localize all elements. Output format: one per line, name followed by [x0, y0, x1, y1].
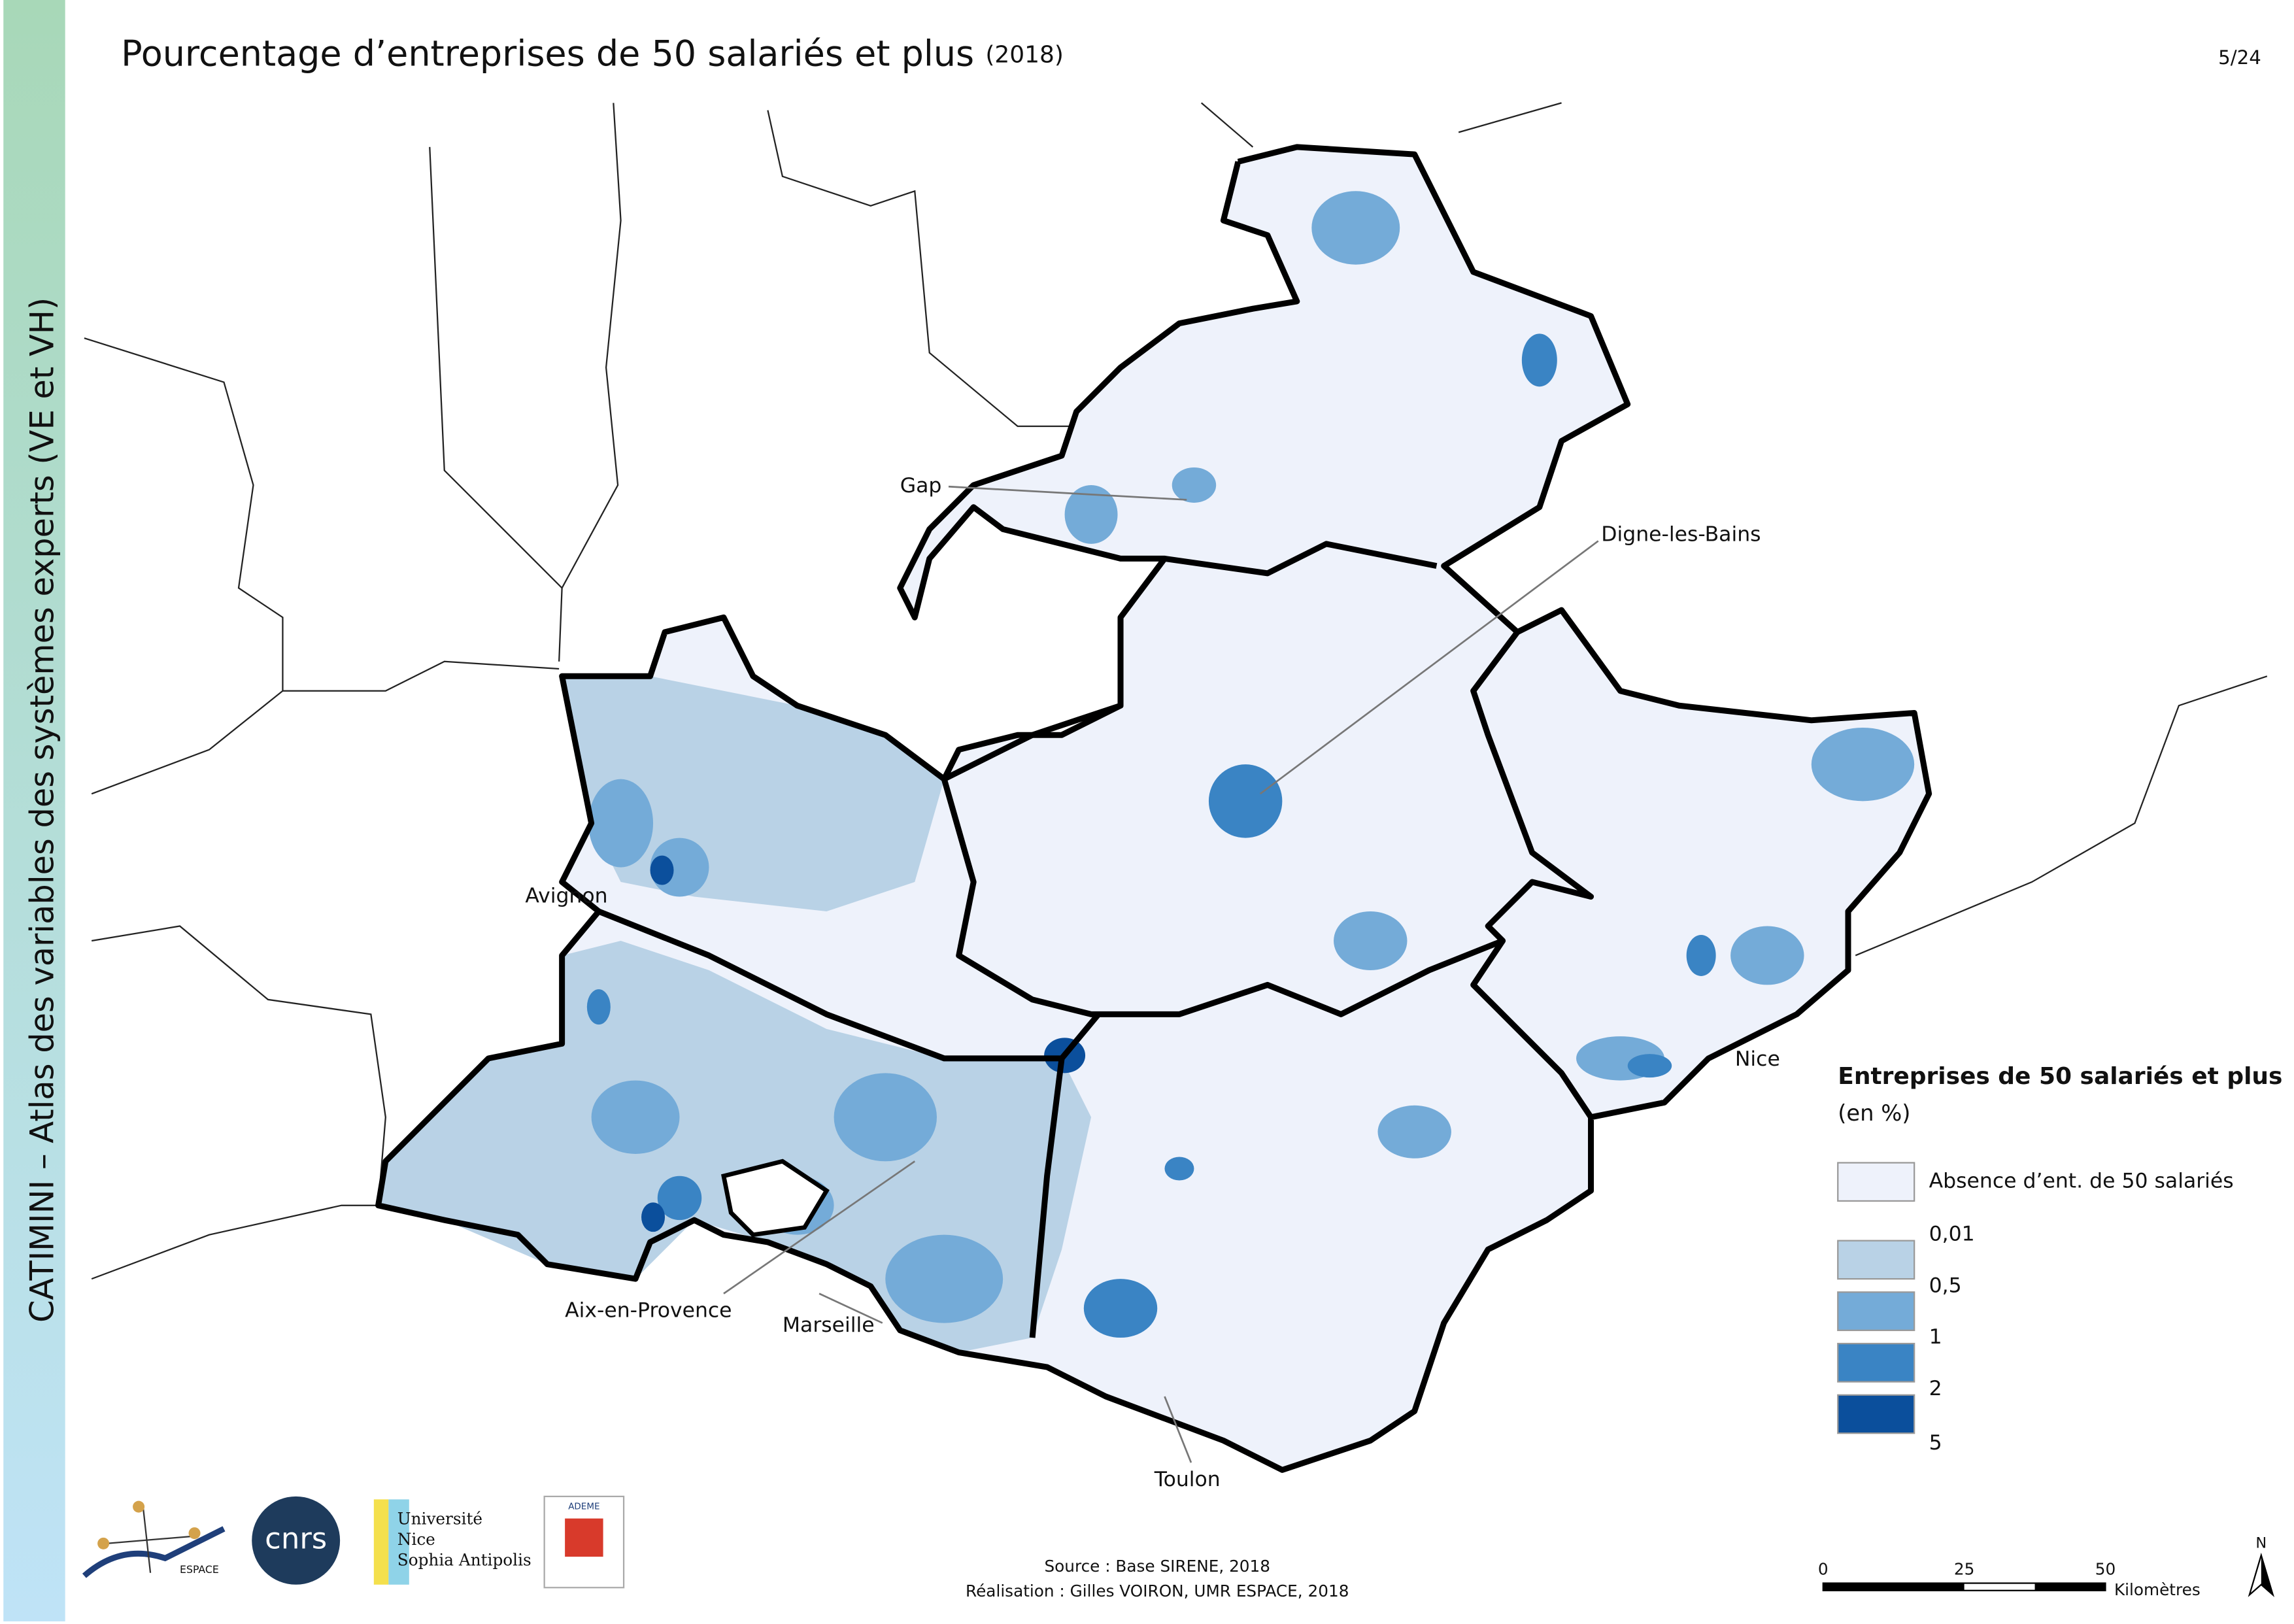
credit: Réalisation : Gilles VOIRON, UMR ESPACE,…: [966, 1582, 1349, 1600]
legend: Entreprises de 50 salariés et plus (en %…: [1837, 1063, 2282, 1455]
scale-unit: Kilomètres: [2114, 1580, 2201, 1599]
sidebar-text: CATIMINI – Atlas des variables des systè…: [24, 297, 61, 1323]
scale-bar: 0 25 50 Kilomètres: [1818, 1559, 2201, 1599]
source: Source : Base SIRENE, 2018: [1044, 1557, 1270, 1576]
logos: ESPACE cnrs Université Nice Sophia Antip…: [82, 1495, 625, 1589]
title: Pourcentage d’entreprises de 50 salariés…: [121, 33, 1064, 74]
logo-univ: Sophia Antipolis: [397, 1550, 531, 1569]
legend-subtitle: (en %): [1838, 1100, 1910, 1126]
city-label: Marseille: [783, 1313, 875, 1337]
legend-title: Entreprises de 50 salariés et plus: [1838, 1063, 2282, 1090]
city-label: Toulon: [1154, 1468, 1221, 1491]
title-text: Pourcentage d’entreprises de 50 salariés…: [121, 33, 974, 74]
title-year: (2018): [985, 41, 1064, 68]
sidebar: [3, 0, 65, 1621]
page-number: 5/24: [2218, 46, 2261, 69]
north-arrow: N: [2248, 1534, 2274, 1597]
city-label: Nice: [1735, 1047, 1780, 1071]
scale-tick: 0: [1818, 1559, 1829, 1578]
logo-univ: Nice: [397, 1530, 435, 1549]
legend-break: 0,5: [1929, 1274, 1962, 1297]
logo-univ: Université: [397, 1509, 482, 1528]
city-label: Digne-les-Bains: [1601, 522, 1761, 546]
legend-break: 2: [1929, 1377, 1942, 1400]
city-labels: [723, 485, 1599, 1463]
legend-break: 1: [1929, 1325, 1942, 1349]
north-label: N: [2255, 1534, 2267, 1551]
legend-label: Absence d’ent. de 50 salariés: [1929, 1170, 2234, 1193]
city-label: Aix-en-Provence: [565, 1299, 732, 1323]
legend-break: 5: [1929, 1431, 1942, 1455]
legend-break: 0,01: [1929, 1223, 1975, 1246]
background-borders: [84, 102, 2268, 1280]
logo-espace: ESPACE: [180, 1563, 219, 1576]
region-map: [375, 144, 1932, 1473]
logo-ademe: ADEME: [568, 1502, 599, 1512]
scale-tick: 25: [1954, 1559, 1974, 1578]
city-label: Gap: [900, 474, 942, 498]
logo-cnrs: cnrs: [265, 1521, 327, 1555]
city-label: Avignon: [525, 885, 607, 908]
scale-tick: 50: [2095, 1559, 2116, 1578]
